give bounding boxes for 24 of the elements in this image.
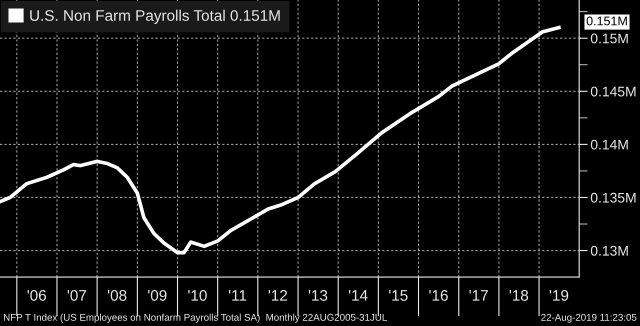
x-tick-label: '06 <box>28 290 46 301</box>
x-tick-label: '15 <box>389 290 408 301</box>
x-tick-label: '09 <box>148 290 167 301</box>
x-tick-label: '07 <box>68 290 86 301</box>
x-tick-label: '10 <box>188 290 207 301</box>
y-tick-label: 0.15M <box>590 34 628 44</box>
x-tick-label: '14 <box>348 290 368 301</box>
y-tick-label: 0.13M <box>590 246 628 256</box>
x-tick-label: '12 <box>268 290 288 301</box>
y-tick-label: 0.135M <box>590 192 636 203</box>
y-tick-label: 0.14M <box>590 140 628 150</box>
x-tick-label: '08 <box>108 290 126 301</box>
legend-label: U.S. Non Farm Payrolls Total 0.151M <box>30 10 280 24</box>
x-tick-label: '11 <box>228 290 246 301</box>
line-series <box>0 26 561 254</box>
y-tick-label: 0.145M <box>590 86 636 96</box>
text: 22-Aug-2019 11:23:05 <box>541 314 636 323</box>
x-tick-label: '19 <box>550 290 568 301</box>
x-tick-label: '18 <box>510 290 528 301</box>
x-tick-label: '13 <box>308 290 328 301</box>
x-tick-label: '17 <box>469 290 488 301</box>
annotation: 0.151M <box>586 16 627 26</box>
text: NFP T Index (US Employees on Nonfarm Payrolls Total SA) Monthly 22AUG2005-31JUL <box>4 314 387 323</box>
x-tick-label: '16 <box>429 290 448 301</box>
